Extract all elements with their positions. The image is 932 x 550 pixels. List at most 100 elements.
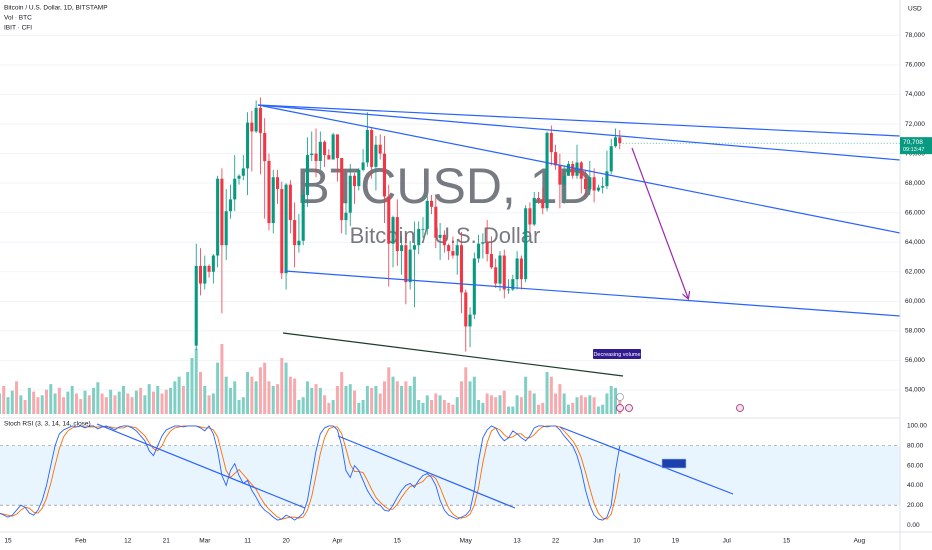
- candle-body: [297, 240, 301, 246]
- event-icon[interactable]: [616, 404, 624, 412]
- volume-bar: [353, 390, 357, 414]
- candle-body: [579, 162, 583, 179]
- volume-bar: [498, 395, 502, 414]
- volume-bar: [455, 397, 459, 414]
- stoch-trendline: [96, 423, 306, 509]
- candle-body: [246, 122, 250, 169]
- y-tick-label: 66,000: [905, 209, 925, 216]
- volume-bar: [408, 386, 412, 414]
- volume-bar: [280, 358, 284, 414]
- volume-bar: [194, 348, 198, 414]
- volume-bar: [468, 381, 472, 414]
- volume-bar: [481, 402, 485, 414]
- volume-bar: [199, 372, 203, 414]
- y-tick-label: 74,000: [905, 91, 925, 98]
- candle-body: [502, 255, 506, 290]
- candle-body: [588, 177, 592, 190]
- volume-bar: [36, 397, 40, 414]
- event-icon[interactable]: [625, 404, 633, 412]
- volume-bar: [558, 384, 562, 414]
- volume-bar: [147, 384, 151, 414]
- x-tick-label: 12: [124, 538, 132, 545]
- indicator-legend: IBIT · CFI: [4, 25, 32, 32]
- y-tick-label: 72,000: [905, 121, 925, 128]
- volume-bar: [117, 391, 121, 414]
- stoch-band: [0, 445, 900, 506]
- volume-bar: [10, 390, 14, 414]
- volume-bar: [237, 400, 241, 414]
- volume-bar: [562, 393, 566, 414]
- volume-bar: [143, 395, 147, 414]
- candle-body: [558, 165, 562, 185]
- volume-bar: [451, 404, 455, 414]
- volume-bar: [331, 400, 335, 414]
- chart-title: Bitcoin / U.S. Dollar, 1D, BITSTAMP: [4, 5, 108, 12]
- volume-bar: [267, 381, 271, 414]
- volume-bar: [511, 406, 515, 414]
- price-pane: [194, 97, 622, 352]
- candle-body: [472, 258, 476, 315]
- candle-body: [314, 153, 318, 161]
- candle-body: [455, 245, 459, 256]
- stoch-pane: [0, 425, 900, 521]
- candle-body: [447, 245, 451, 252]
- volume-bar: [220, 344, 224, 414]
- candle-body: [429, 200, 434, 207]
- candle-body: [519, 258, 523, 280]
- currency-label: USD: [908, 6, 922, 13]
- volume-bar: [169, 387, 173, 414]
- volume-bar: [104, 397, 108, 414]
- stoch-tick-label: 100.00: [907, 423, 927, 430]
- candle-body: [613, 137, 618, 147]
- last-price-label: 70,708: [903, 139, 923, 146]
- volume-bar: [254, 381, 258, 414]
- x-tick-label: 21: [163, 538, 171, 545]
- candle-body: [254, 107, 258, 132]
- y-tick-label: 64,000: [905, 239, 925, 246]
- candle-body: [198, 265, 203, 284]
- volume-bar: [323, 395, 327, 414]
- candle-body: [425, 200, 429, 229]
- candle-body: [382, 153, 387, 197]
- volume-bar: [96, 382, 100, 414]
- event-icon[interactable]: [736, 404, 744, 412]
- volume-bar: [579, 395, 583, 414]
- volume-bar: [382, 381, 386, 414]
- candle-body: [485, 242, 489, 255]
- candle-body: [494, 267, 498, 284]
- volume-bar: [549, 376, 553, 414]
- volume-bar: [447, 402, 451, 414]
- candle-body: [305, 155, 310, 195]
- candle-body: [228, 199, 233, 212]
- candle-body: [584, 178, 588, 190]
- candle-body: [464, 292, 468, 327]
- trendline: [284, 270, 901, 317]
- volume-bar: [536, 404, 540, 414]
- candle-body: [357, 169, 361, 187]
- volume-bar: [515, 395, 519, 414]
- volume-bar: [23, 400, 27, 414]
- stoch-tick-label: 40.00: [907, 482, 924, 489]
- volume-bar: [545, 372, 549, 414]
- volume-bar: [318, 387, 322, 414]
- volume-bar: [421, 402, 425, 414]
- stoch-tick-label: 80.00: [907, 442, 924, 449]
- volume-bar: [224, 376, 228, 414]
- volume-bar: [156, 386, 160, 414]
- volume-bar: [485, 393, 489, 414]
- x-tick-label: Mar: [199, 538, 211, 545]
- candle-body: [549, 132, 553, 153]
- event-icon[interactable]: [616, 393, 624, 401]
- volume-bar: [92, 387, 96, 414]
- candle-body: [233, 178, 237, 200]
- candle-body: [412, 245, 416, 250]
- volume-bar: [459, 381, 463, 414]
- candle-body: [348, 175, 352, 213]
- volume-legend: Vol · BTC: [4, 15, 32, 22]
- candle-body: [566, 163, 570, 176]
- volume-bar: [477, 400, 481, 414]
- candle-body: [528, 208, 532, 225]
- volume-bar: [404, 381, 408, 414]
- candle-body: [220, 178, 224, 246]
- volume-bar: [494, 397, 498, 414]
